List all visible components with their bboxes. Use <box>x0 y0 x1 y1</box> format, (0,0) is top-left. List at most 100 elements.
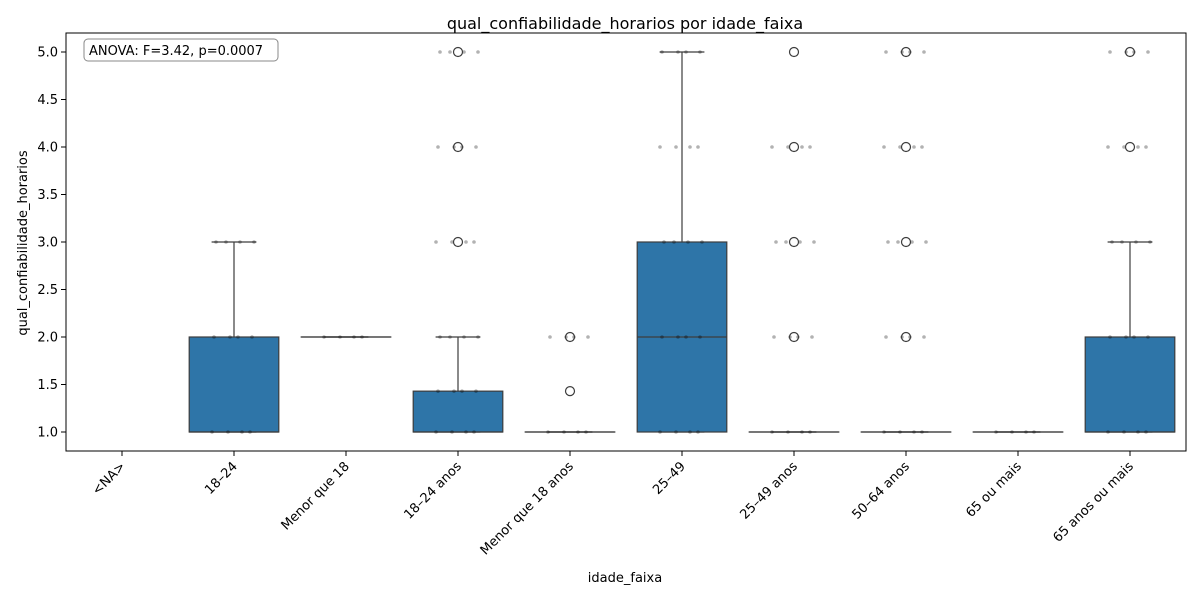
strip-point <box>898 430 902 434</box>
strip-point <box>1124 335 1128 339</box>
strip-point <box>672 240 676 244</box>
y-axis: 1.0 1.5 2.0 2.5 3.0 3.5 4.0 4.5 5.0 <box>37 46 66 441</box>
strip-point <box>800 145 804 149</box>
x-tick-label: 25–49 anos <box>737 459 801 523</box>
outlier-point <box>564 386 576 397</box>
x-tick-label: Menor que 18 anos <box>478 459 577 558</box>
strip-point <box>922 335 926 339</box>
strip-point <box>772 335 776 339</box>
box-group <box>860 46 952 434</box>
strip-point <box>214 240 218 244</box>
strip-point <box>448 50 452 54</box>
strip-point <box>1122 430 1126 434</box>
strip-point <box>910 240 914 244</box>
box <box>1084 336 1176 433</box>
strip-point <box>698 335 702 339</box>
x-axis: <NA> 18–24 Menor que 18 18–24 anos Menor que… <box>90 451 1137 558</box>
strip-point <box>462 335 466 339</box>
strip-point <box>994 430 998 434</box>
strip-point <box>898 145 902 149</box>
strip-point <box>696 145 700 149</box>
outlier-point <box>564 331 576 343</box>
strip-point <box>660 335 664 339</box>
x-tick-label: 18–24 <box>202 459 241 498</box>
strip-point <box>210 430 214 434</box>
strip-point <box>238 240 242 244</box>
outlier-point <box>788 141 800 153</box>
strip-point <box>912 430 916 434</box>
strip-point <box>448 335 452 339</box>
strip-point <box>696 430 700 434</box>
strip-point <box>436 389 440 393</box>
strip-point <box>674 430 678 434</box>
outlier-point <box>452 236 464 248</box>
strip-point <box>460 389 464 393</box>
anova-annotation: ANOVA: F=3.42, p=0.0007 <box>83 38 279 62</box>
outlier-point <box>788 46 800 58</box>
strip-point <box>684 50 688 54</box>
strip-point <box>228 335 232 339</box>
strip-point <box>472 430 476 434</box>
strip-point <box>1110 240 1114 244</box>
strip-point <box>240 430 244 434</box>
strip-point <box>700 240 704 244</box>
strip-point <box>1108 335 1112 339</box>
strip-point <box>248 430 252 434</box>
box-group <box>188 240 280 434</box>
strip-point <box>252 240 256 244</box>
y-tick-label: 4.0 <box>37 141 58 156</box>
strip-point <box>920 430 924 434</box>
strip-point <box>688 430 692 434</box>
strip-point <box>1132 335 1136 339</box>
strip-point <box>920 145 924 149</box>
strip-point <box>886 240 890 244</box>
strip-point <box>800 430 804 434</box>
strip-point <box>808 430 812 434</box>
y-tick-label: 5.0 <box>37 46 58 61</box>
box-group <box>748 46 840 434</box>
outlier-point <box>900 331 912 343</box>
strip-point <box>658 145 662 149</box>
strip-point <box>1134 240 1138 244</box>
strip-point <box>662 240 666 244</box>
strip-point <box>798 240 802 244</box>
outlier-point <box>452 46 464 58</box>
chart-title: qual_confiabilidade_horarios por idade_f… <box>447 14 803 34</box>
strip-point <box>1144 430 1148 434</box>
strip-point <box>452 389 456 393</box>
strip-point <box>438 50 442 54</box>
strip-point <box>774 240 778 244</box>
strip-point <box>1108 50 1112 54</box>
y-axis-label: qual_confiabilidade_horarios <box>16 150 31 336</box>
strip-point <box>562 430 566 434</box>
x-tick-label: 18–24 anos <box>401 459 465 523</box>
box-group <box>972 430 1064 434</box>
strip-point <box>586 335 590 339</box>
strip-point <box>1106 145 1110 149</box>
strip-point <box>1032 430 1036 434</box>
strip-point <box>472 240 476 244</box>
box-group <box>300 335 392 339</box>
strip-point <box>236 335 240 339</box>
strip-point <box>548 335 552 339</box>
strip-point <box>924 240 928 244</box>
strip-point <box>882 145 886 149</box>
strip-point <box>770 145 774 149</box>
annotation-box <box>83 38 279 62</box>
strip-point <box>474 389 478 393</box>
strip-point <box>476 50 480 54</box>
strip-point <box>352 335 356 339</box>
y-tick-label: 2.5 <box>37 283 58 298</box>
box <box>412 390 504 433</box>
strip-point <box>1144 145 1148 149</box>
strip-point <box>434 240 438 244</box>
x-tick-label: 65 ou mais <box>963 459 1025 521</box>
strip-point <box>1010 430 1014 434</box>
strip-point <box>896 240 900 244</box>
strip-point <box>450 240 454 244</box>
x-tick-label: 50–64 anos <box>849 459 913 523</box>
box-group <box>1084 46 1176 434</box>
strip-point <box>464 430 468 434</box>
box-group <box>412 46 504 434</box>
